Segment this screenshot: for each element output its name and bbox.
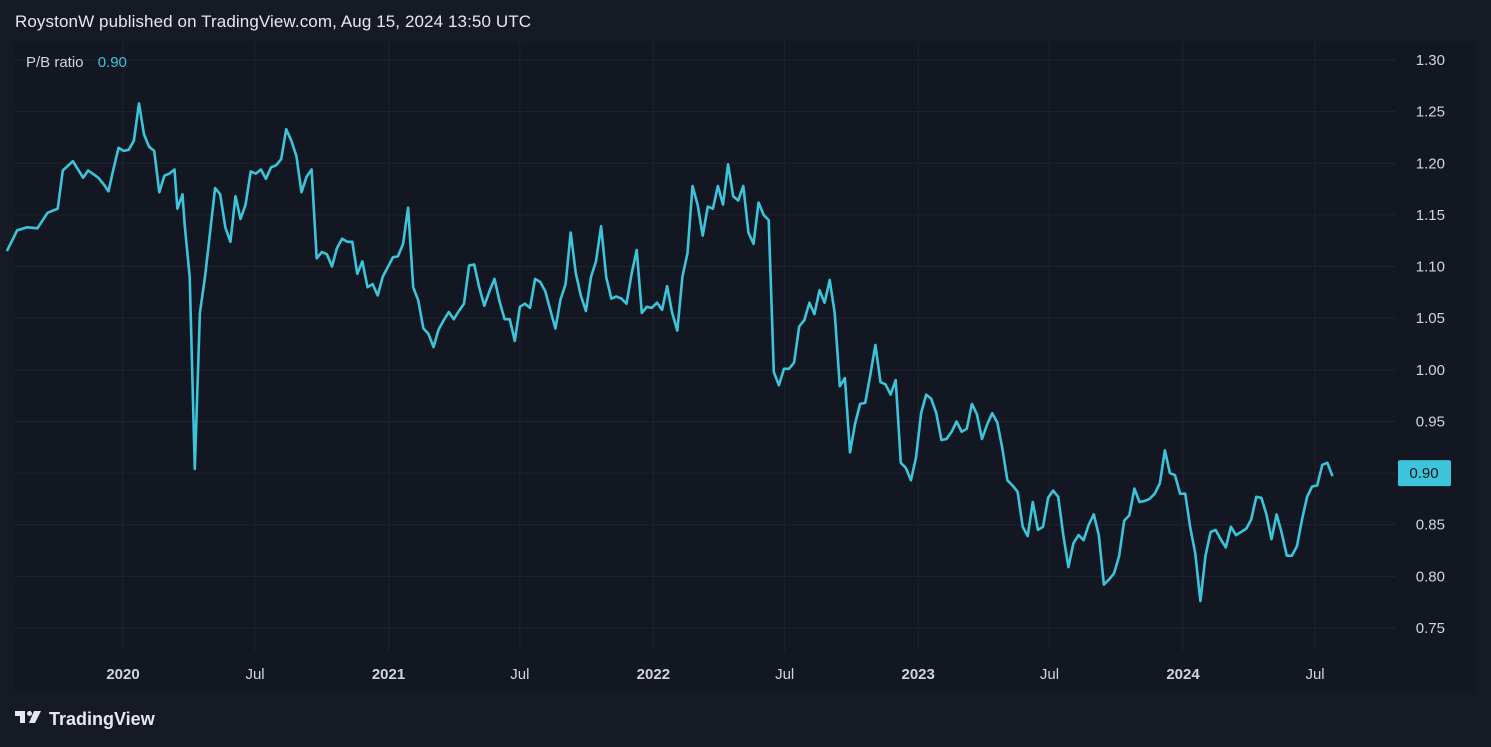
x-tick-label: Jul [1305, 666, 1324, 683]
y-axis[interactable]: 1.301.251.201.151.101.051.000.950.900.85… [1416, 52, 1445, 637]
last-value-badge: 0.90 [1398, 460, 1451, 487]
x-tick-label: 2021 [372, 666, 405, 683]
x-tick-label: 2024 [1166, 666, 1200, 683]
published-header: RoystonW published on TradingView.com, A… [15, 12, 532, 31]
series-legend[interactable]: P/B ratio 0.90 [26, 54, 127, 71]
series-line-pb-ratio [5, 102, 1334, 603]
footer-brand-name: TradingView [49, 709, 155, 729]
x-tick-label: Jul [1040, 666, 1059, 683]
last-value-badge-bg [1398, 460, 1451, 487]
y-tick-label: 0.95 [1416, 413, 1445, 430]
y-tick-label: 1.20 [1416, 155, 1445, 172]
x-tick-label: 2020 [106, 666, 139, 683]
legend-series-name: P/B ratio [26, 54, 84, 71]
y-tick-label: 0.75 [1416, 620, 1445, 637]
y-tick-label: 1.05 [1416, 310, 1445, 327]
chart-grid [14, 42, 1396, 651]
x-tick-label: 2022 [637, 666, 670, 683]
y-tick-label: 1.10 [1416, 259, 1445, 276]
y-tick-label: 1.25 [1416, 104, 1445, 121]
x-tick-label: Jul [775, 666, 794, 683]
y-tick-label: 1.30 [1416, 52, 1445, 69]
x-tick-label: Jul [510, 666, 529, 683]
last-value-badge-label: 0.90 [1409, 465, 1438, 482]
x-tick-label: 2023 [901, 666, 934, 683]
x-axis[interactable]: 2020 Jul 2021 Jul 2022 Jul 2023 Jul 2024 Jul [106, 666, 1324, 683]
y-tick-label: 0.85 [1416, 517, 1445, 534]
series-layer [5, 102, 1334, 603]
tradingview-logo-icon [15, 709, 41, 730]
legend-last-value: 0.90 [97, 54, 127, 71]
y-tick-label: 1.00 [1416, 362, 1445, 379]
chart-panel[interactable] [14, 42, 1476, 693]
y-tick-label: 0.80 [1416, 568, 1445, 585]
footer-branding[interactable]: TradingView [15, 709, 155, 730]
x-tick-label: Jul [245, 666, 264, 683]
y-tick-label: 1.15 [1416, 207, 1445, 224]
